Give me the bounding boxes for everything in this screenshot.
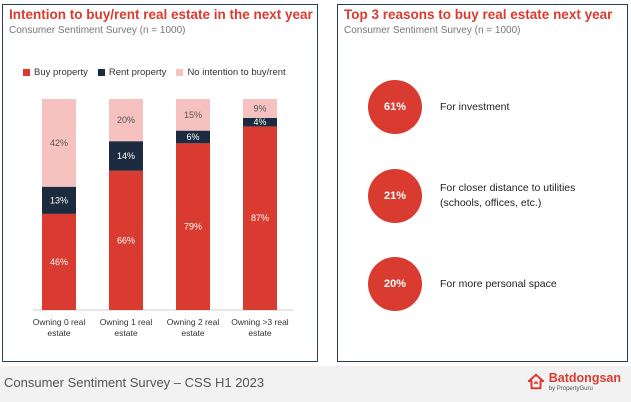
bar-data-label: 79%	[184, 222, 202, 232]
reason-label: For investment	[440, 100, 510, 113]
bar-data-label: 46%	[50, 257, 68, 267]
bar-segment	[243, 126, 277, 311]
brand-logo: Batdongsan by PropertyGuru	[527, 372, 621, 392]
bar-data-label: 14%	[117, 151, 135, 161]
bar-data-label: 6%	[186, 132, 199, 142]
category-tick-label: estate	[248, 328, 271, 338]
brand-text: Batdongsan by PropertyGuru	[549, 372, 621, 392]
reasons-panel: Top 3 reasons to buy real estate next ye…	[337, 4, 628, 362]
bar-segment	[176, 99, 210, 131]
legend-swatch-rent	[97, 69, 105, 76]
legend-item-buy: Buy property	[23, 67, 88, 78]
reasons-title: Top 3 reasons to buy real estate next ye…	[344, 7, 613, 22]
reason-label: For closer distance to utilities (school…	[440, 182, 576, 209]
chart-legend: Buy property Rent property No intention …	[23, 67, 286, 78]
house-logo-icon	[527, 373, 544, 390]
category-tick-label: Owning 2 real	[167, 317, 220, 327]
legend-swatch-no-intention	[176, 69, 184, 76]
legend-item-rent: Rent property	[97, 67, 167, 78]
brand-name: Batdongsan	[548, 371, 621, 385]
bar-segment	[243, 99, 277, 118]
bar-segment	[109, 141, 143, 171]
reason-percentage-badge: 20%	[368, 257, 422, 311]
brand-tagline: by PropertyGuru	[548, 385, 593, 392]
footer-bar: Consumer Sentiment Survey – CSS H1 2023 …	[0, 366, 631, 402]
bar-data-label: 20%	[117, 115, 135, 125]
reasons-subtitle: Consumer Sentiment Survey (n = 1000)	[344, 25, 521, 36]
intention-title: Intention to buy/rent real estate in the…	[9, 7, 313, 22]
category-tick-label: estate	[114, 328, 137, 338]
intention-panel: Intention to buy/rent real estate in the…	[2, 4, 318, 362]
intention-subtitle: Consumer Sentiment Survey (n = 1000)	[9, 25, 186, 36]
bar-segment	[109, 99, 143, 142]
bar-data-label: 4%	[253, 117, 266, 127]
legend-item-no-intention: No intention to buy/rent	[176, 67, 286, 78]
bar-data-label: 13%	[50, 195, 68, 205]
bar-segment	[42, 186, 76, 214]
stacked-bar-chart: 46%13%42%Owning 0 realestate66%14%20%Own…	[33, 99, 293, 338]
category-tick-label: Owning 1 real	[100, 317, 153, 327]
category-tick-label: estate	[47, 328, 70, 338]
bar-data-label: 42%	[50, 138, 68, 148]
bar-segment	[176, 143, 210, 310]
footer-source-text: Consumer Sentiment Survey – CSS H1 2023	[4, 375, 265, 390]
category-tick-label: Owning 0 real	[33, 317, 86, 327]
bar-segment	[109, 170, 143, 310]
bar-data-label: 66%	[117, 235, 135, 245]
bar-segment	[42, 213, 76, 310]
bar-segment	[243, 117, 277, 127]
reason-item: 61% For investment	[368, 80, 620, 134]
category-tick-label: Owning >3 real	[231, 317, 289, 327]
bar-segment	[176, 130, 210, 144]
legend-swatch-buy	[23, 69, 30, 76]
reason-item: 20% For more personal space	[368, 257, 560, 311]
legend-label-buy: Buy property	[34, 67, 88, 78]
reason-percentage-badge: 61%	[368, 80, 422, 134]
bar-data-label: 87%	[251, 213, 269, 223]
legend-label-rent: Rent property	[108, 67, 167, 78]
legend-label-no-intention: No intention to buy/rent	[187, 67, 286, 78]
bar-data-label: 15%	[184, 110, 202, 120]
reason-label: For more personal space	[440, 277, 557, 290]
reason-item: 21% For closer distance to utilities (sc…	[368, 169, 620, 223]
reason-percentage-badge: 21%	[368, 169, 422, 223]
bar-segment	[42, 99, 76, 187]
category-tick-label: estate	[181, 328, 204, 338]
bar-data-label: 9%	[253, 103, 266, 113]
